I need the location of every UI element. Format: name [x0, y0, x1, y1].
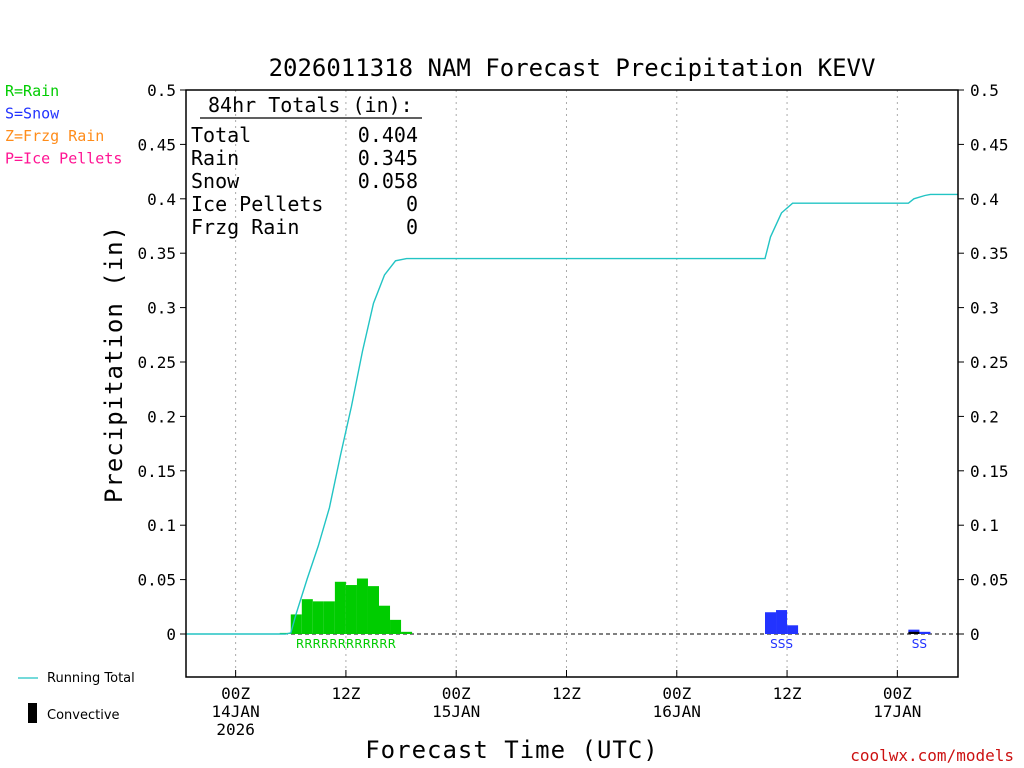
y-tick-label-left: 0.15 [137, 462, 176, 481]
x-tick-label: 00Z [221, 684, 250, 703]
y-tick-label-left: 0.1 [147, 516, 176, 535]
y-tick-label-left: 0.35 [137, 244, 176, 263]
precip-type-legend-item: P=Ice Pellets [5, 150, 122, 168]
credit-text: coolwx.com/models [850, 746, 1014, 765]
x-tick-label: 12Z [331, 684, 360, 703]
precip-type-label: SS [912, 637, 927, 651]
y-tick-label-right: 0.05 [970, 571, 1009, 590]
rain-bar [367, 586, 379, 634]
y-tick-label-right: 0.45 [970, 135, 1009, 154]
x-tick-label: 00Z [442, 684, 471, 703]
y-axis-label: Precipitation (in) [100, 225, 128, 503]
snow-bar [765, 612, 777, 634]
totals-row-label: Frzg Rain [191, 215, 299, 239]
totals-row-label: Rain [191, 146, 239, 170]
totals-header: 84hr Totals (in): [208, 93, 413, 117]
snow-bar [919, 631, 931, 634]
precip-type-legend-item: S=Snow [5, 105, 60, 123]
rain-bar [390, 619, 402, 634]
totals-row-label: Ice Pellets [191, 192, 323, 216]
y-tick-label-left: 0.25 [137, 353, 176, 372]
x-tick-label: 15JAN [432, 702, 480, 721]
rain-bar [312, 601, 324, 634]
y-tick-label-right: 0.25 [970, 353, 1009, 372]
convective-legend-label: Convective [47, 708, 120, 723]
bars-layer [279, 578, 931, 634]
rain-bar [345, 585, 357, 634]
rain-bar [356, 578, 368, 634]
line-layer [186, 193, 958, 635]
precip-type-legend-item: Z=Frzg Rain [5, 127, 104, 145]
y-tick-label-right: 0.35 [970, 244, 1009, 263]
totals-box: 84hr Totals (in): Total 0.404 Rain 0.345 Sno… [191, 93, 422, 239]
rain-bar [379, 605, 391, 634]
y-tick-label-left: 0.05 [137, 571, 176, 590]
precip-type-legend: R=Rain S=Snow Z=Frzg Rain P=Ice Pellets [5, 82, 122, 168]
convective-bar [908, 631, 920, 634]
rain-bar [323, 601, 335, 634]
rain-bar [334, 581, 346, 634]
totals-row-value: 0.404 [358, 123, 418, 147]
x-tick-label: 16JAN [653, 702, 701, 721]
x-tick-label: 12Z [773, 684, 802, 703]
snow-bar [787, 625, 799, 634]
rain-bar [301, 599, 313, 634]
y-tick-label-right: 0.4 [970, 190, 999, 209]
x-tick-label: 00Z [883, 684, 912, 703]
y-tick-label-left: 0.2 [147, 407, 176, 426]
grid-layer [186, 90, 958, 677]
snow-bar [776, 610, 788, 634]
x-axis-label: Forecast Time (UTC) [365, 736, 659, 764]
totals-row-value: 0 [406, 192, 418, 216]
bottom-legend: Running Total Convective [18, 671, 135, 723]
y-tick-label-left: 0 [166, 625, 176, 644]
y-tick-label-right: 0.3 [970, 299, 999, 318]
y-ticks: 0 00.05 0.050.1 0.10.15 0.150.2 0.20.25 0.250.… [137, 81, 1008, 644]
y-tick-label-right: 0.15 [970, 462, 1009, 481]
precip-type-legend-item: R=Rain [5, 82, 59, 100]
running-total-line [186, 193, 958, 635]
rain-bar [290, 614, 302, 634]
x-tick-label: 12Z [552, 684, 581, 703]
totals-row-value: 0.345 [358, 146, 418, 170]
precip-type-labels: RRRRRRRRRRRR SSS SS [296, 637, 927, 651]
x-tick-label: 17JAN [873, 702, 921, 721]
y-tick-label-left: 0.5 [147, 81, 176, 100]
convective-legend-swatch [28, 703, 37, 723]
y-tick-label-right: 0.1 [970, 516, 999, 535]
chart-title: 2026011318 NAM Forecast Precipitation KE… [269, 54, 876, 82]
y-tick-label-left: 0.45 [137, 135, 176, 154]
running-total-legend-label: Running Total [47, 671, 135, 686]
totals-rows: Total 0.404 Rain 0.345 Snow 0.058 Ice Pellets 0… [191, 123, 418, 239]
y-tick-label-right: 0.2 [970, 407, 999, 426]
totals-row-value: 0 [406, 215, 418, 239]
y-tick-label-left: 0.3 [147, 299, 176, 318]
precip-type-label: SSS [770, 637, 793, 651]
x-tick-label: 00Z [662, 684, 691, 703]
y-tick-label-right: 0.5 [970, 81, 999, 100]
x-tick-label: 2026 [216, 720, 255, 739]
precip-type-label: RRRRRRRRRRRR [296, 637, 396, 651]
totals-row-label: Snow [191, 169, 240, 193]
y-tick-label-right: 0 [970, 625, 980, 644]
x-tick-label: 14JAN [212, 702, 260, 721]
plot-frame [185, 89, 959, 678]
totals-row-label: Total [191, 123, 251, 147]
totals-row-value: 0.058 [358, 169, 418, 193]
rain-bar [401, 631, 413, 634]
y-tick-label-left: 0.4 [147, 190, 176, 209]
